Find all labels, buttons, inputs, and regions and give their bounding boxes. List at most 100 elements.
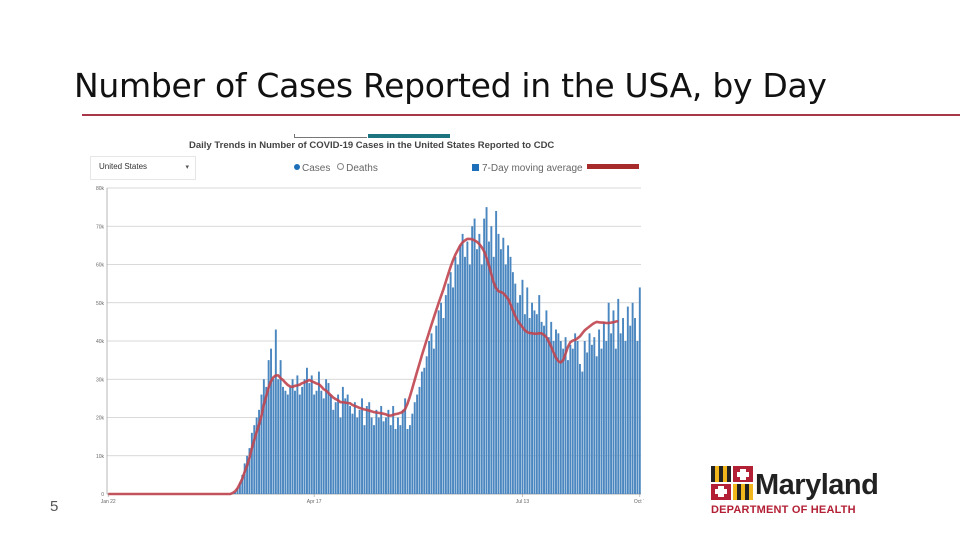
- case-bar: [495, 210, 498, 494]
- case-bar: [368, 402, 371, 494]
- case-bar: [270, 348, 272, 494]
- case-bar: [485, 207, 488, 494]
- case-bar: [418, 386, 421, 494]
- metric-deaths-label[interactable]: Deaths: [346, 163, 378, 174]
- case-bar: [492, 256, 495, 494]
- radio-unselected-icon[interactable]: [337, 163, 345, 170]
- case-bar: [452, 287, 454, 494]
- case-bar: [622, 318, 624, 494]
- case-bar: [497, 233, 500, 494]
- case-bar: [631, 302, 634, 494]
- x-tick-label: Jan 22: [101, 499, 116, 505]
- case-bar: [294, 390, 296, 494]
- tab-indicator-inactive[interactable]: [294, 134, 367, 138]
- y-tick-label: 60k: [96, 263, 105, 269]
- case-bar: [519, 295, 522, 494]
- tab-indicator-active[interactable]: [368, 134, 450, 138]
- moving-average-swatch: [586, 164, 639, 169]
- case-bar: [564, 337, 567, 494]
- case-bar: [480, 264, 483, 494]
- case-bar: [634, 318, 636, 494]
- case-bar: [459, 245, 462, 494]
- title-underline: [82, 114, 960, 116]
- logo-wordmark: Maryland: [755, 469, 879, 501]
- case-bar: [310, 375, 313, 494]
- case-bar: [265, 386, 268, 494]
- case-bar: [612, 310, 615, 494]
- region-select[interactable]: United States ▾: [90, 156, 196, 180]
- case-bar: [282, 386, 284, 494]
- case-bar: [315, 390, 318, 494]
- case-bar: [346, 394, 349, 494]
- radio-selected-icon[interactable]: [294, 164, 300, 170]
- case-bar: [373, 425, 375, 494]
- case-bar: [574, 333, 577, 494]
- case-bar: [425, 356, 428, 494]
- case-bar: [358, 409, 361, 494]
- case-bar: [428, 341, 431, 494]
- case-bar: [636, 341, 639, 494]
- case-bar: [614, 348, 617, 494]
- case-bar: [361, 398, 363, 494]
- case-bar: [253, 425, 256, 494]
- case-bar: [516, 302, 519, 494]
- case-bar: [511, 272, 514, 494]
- case-bar: [267, 360, 270, 494]
- case-bar: [291, 379, 294, 494]
- case-bar: [507, 245, 510, 494]
- case-bar: [502, 237, 505, 494]
- metric-radio-group[interactable]: Cases Deaths: [294, 163, 378, 174]
- case-bar: [377, 417, 380, 494]
- case-bar: [578, 363, 581, 494]
- case-bar: [521, 279, 524, 494]
- case-bar: [478, 233, 481, 494]
- case-bar: [365, 406, 368, 494]
- case-bar: [339, 417, 342, 494]
- case-bar: [298, 394, 301, 494]
- case-bar: [272, 379, 275, 494]
- case-bar: [598, 329, 601, 494]
- case-bar: [545, 310, 548, 494]
- case-bar: [583, 341, 586, 494]
- x-tick-label: Apr 17: [307, 499, 322, 505]
- case-bar: [432, 348, 435, 494]
- case-bar: [274, 329, 277, 494]
- case-bar: [329, 394, 332, 494]
- case-bar: [289, 386, 292, 494]
- case-bar: [356, 417, 359, 494]
- case-bar: [559, 341, 562, 494]
- case-bar: [394, 428, 397, 494]
- case-bar: [406, 428, 409, 494]
- case-bar: [262, 379, 265, 494]
- case-bar: [236, 488, 239, 494]
- case-bar: [234, 492, 237, 494]
- case-bar: [464, 256, 466, 494]
- case-bar: [466, 241, 469, 494]
- case-bar: [490, 226, 493, 494]
- y-tick-label: 40k: [96, 339, 105, 345]
- case-bar: [404, 398, 407, 494]
- case-bar: [447, 283, 450, 494]
- case-bar: [610, 333, 613, 494]
- maryland-health-logo: Maryland DEPARTMENT OF HEALTH: [711, 466, 901, 522]
- case-bar: [595, 356, 598, 494]
- slide-title: Number of Cases Reported in the USA, by …: [74, 66, 827, 105]
- metric-cases-label[interactable]: Cases: [302, 163, 331, 174]
- case-bar: [238, 482, 241, 494]
- case-bar: [284, 390, 287, 494]
- case-bar: [423, 367, 426, 494]
- chart-panel: Daily Trends in Number of COVID-19 Cases…: [84, 130, 644, 508]
- case-bar: [444, 295, 447, 494]
- case-bar: [387, 409, 390, 494]
- case-bar: [531, 302, 534, 494]
- case-bar: [523, 314, 526, 494]
- x-tick-label: Jul 13: [516, 499, 530, 505]
- checkbox-checked-icon[interactable]: [472, 164, 479, 171]
- moving-average-toggle[interactable]: 7-Day moving average: [472, 163, 639, 174]
- y-tick-label: 10k: [96, 454, 105, 460]
- page-number: 5: [50, 498, 59, 515]
- case-bar: [375, 409, 378, 494]
- case-bar: [504, 264, 507, 494]
- case-bar: [353, 402, 356, 494]
- case-bar: [392, 406, 395, 494]
